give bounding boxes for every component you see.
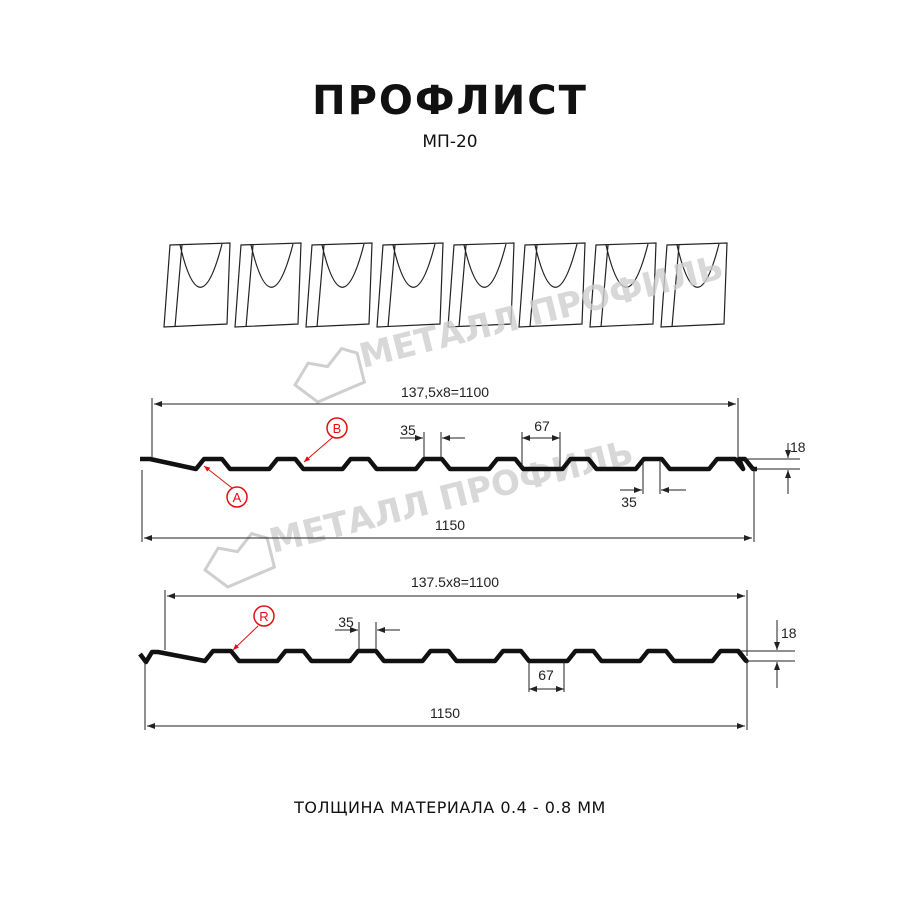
sheet-3d-corrugation bbox=[600, 243, 649, 328]
sheet-3d-rib bbox=[305, 242, 373, 328]
sheet-3d-rib bbox=[163, 242, 231, 328]
overall-width-label: 1150 bbox=[435, 517, 465, 533]
marker-r-label: R bbox=[259, 609, 268, 624]
sheet-3d-corrugation bbox=[458, 243, 507, 328]
sheet-3d-rib bbox=[376, 242, 444, 328]
sheet-3d-corrugation bbox=[529, 243, 578, 328]
height-label: 18 bbox=[790, 439, 806, 455]
useful-width-label: 137,5x8=1100 bbox=[401, 384, 489, 400]
height-label: 18 bbox=[781, 625, 797, 641]
sheet-3d-corrugation bbox=[387, 243, 436, 328]
sheet-3d-illustration bbox=[163, 242, 728, 328]
useful-width-label: 137.5x8=1100 bbox=[411, 574, 499, 590]
valley-width-label: 67 bbox=[538, 667, 554, 683]
profile-1: 137,5x8=1100 1150 35 67 35 18 B A bbox=[140, 384, 806, 542]
valley-width-label: 67 bbox=[534, 418, 550, 434]
sheet-3d-corrugation bbox=[671, 243, 720, 328]
profile-2: 137.5x8=1100 1150 35 67 18 R bbox=[138, 574, 797, 730]
sheet-3d-corrugation bbox=[245, 243, 294, 328]
page-subtitle: МП-20 bbox=[422, 132, 478, 152]
material-thickness-note: ТОЛЩИНА МАТЕРИАЛА 0.4 - 0.8 ММ bbox=[294, 798, 606, 817]
watermark-text: МЕТАЛЛ ПРОФИЛЬ bbox=[265, 433, 637, 562]
page-title: ПРОФЛИСТ bbox=[312, 78, 588, 124]
marker-b-label: B bbox=[333, 421, 342, 436]
profile-1-outline bbox=[140, 456, 757, 472]
marker-b bbox=[326, 417, 348, 439]
marker-r bbox=[253, 605, 275, 627]
crest-width-label-2: 35 bbox=[621, 494, 637, 510]
marker-a-label: A bbox=[233, 490, 242, 505]
overall-width-label: 1150 bbox=[430, 705, 460, 721]
crest-width-label: 35 bbox=[338, 614, 354, 630]
sheet-3d-corrugation bbox=[174, 243, 223, 328]
marker-a bbox=[226, 486, 248, 508]
watermark-2: МЕТАЛЛ ПРОФИЛЬ bbox=[203, 433, 638, 589]
sheet-3d-corrugation bbox=[316, 243, 365, 328]
sheet-3d-rib bbox=[234, 242, 302, 328]
profile-2-outline bbox=[138, 648, 749, 665]
crest-width-label: 35 bbox=[400, 422, 416, 438]
